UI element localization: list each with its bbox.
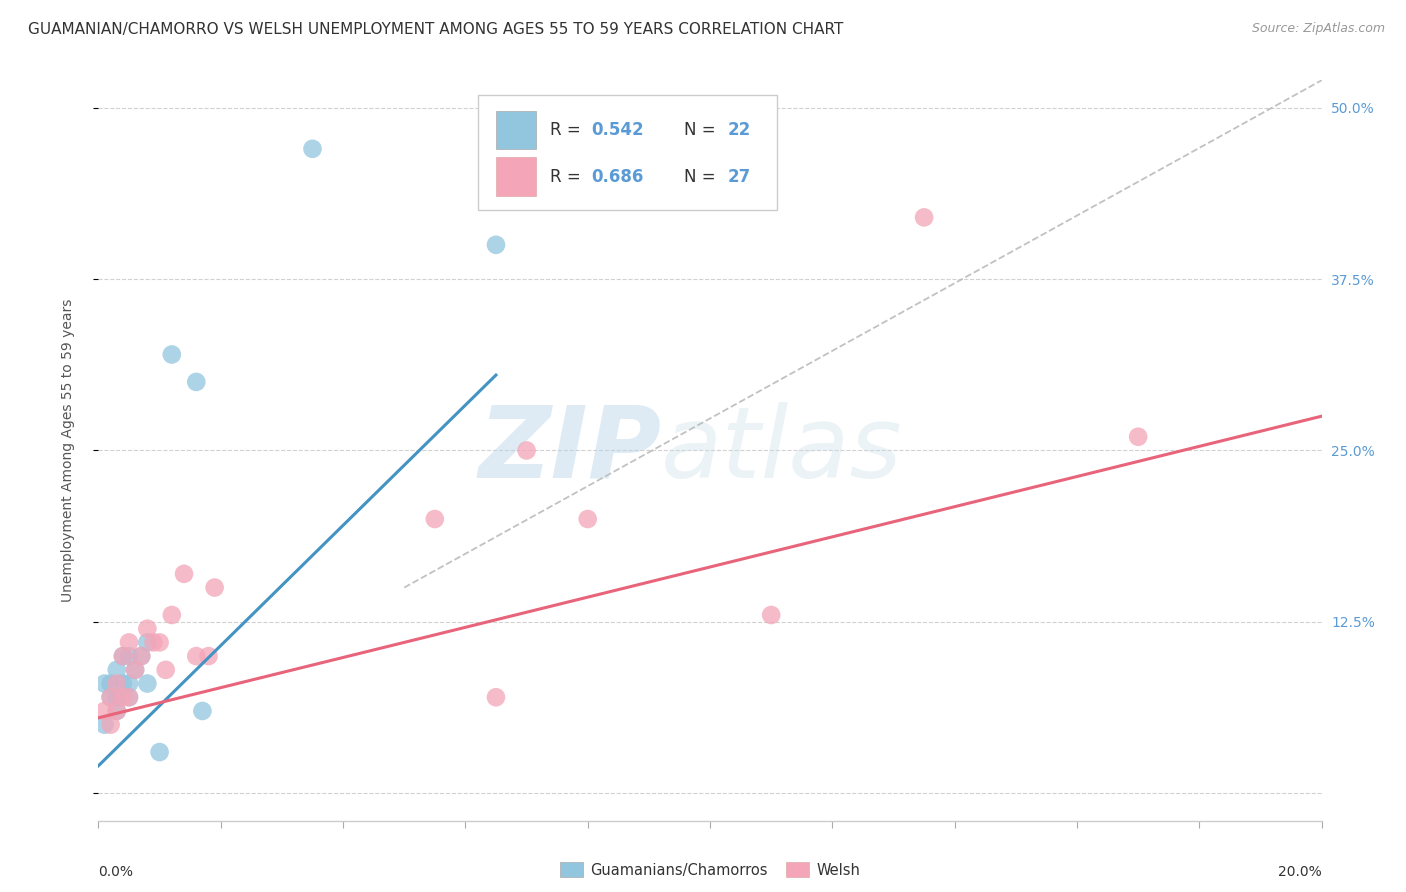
Text: 0.686: 0.686 — [592, 168, 644, 186]
Point — [105, 663, 128, 677]
Point — [93, 676, 115, 690]
Point — [204, 581, 226, 595]
Point — [105, 676, 128, 690]
Text: ZIP: ZIP — [478, 402, 661, 499]
Point — [516, 443, 538, 458]
Point — [191, 704, 214, 718]
Point — [100, 690, 122, 705]
Point — [118, 690, 141, 705]
Point — [129, 649, 152, 664]
Point — [136, 622, 159, 636]
Point — [105, 690, 128, 705]
Text: N =: N = — [685, 121, 721, 139]
Point — [124, 663, 146, 677]
Point — [186, 649, 208, 664]
Point — [105, 704, 128, 718]
Point — [93, 717, 115, 731]
Point — [301, 142, 323, 156]
Point — [118, 676, 141, 690]
Point — [759, 607, 782, 622]
FancyBboxPatch shape — [496, 157, 536, 195]
Point — [100, 676, 122, 690]
Point — [118, 649, 141, 664]
Legend: Guamanians/Chamorros, Welsh: Guamanians/Chamorros, Welsh — [554, 856, 866, 884]
Text: atlas: atlas — [661, 402, 903, 499]
Point — [124, 663, 146, 677]
Y-axis label: Unemployment Among Ages 55 to 59 years: Unemployment Among Ages 55 to 59 years — [60, 299, 75, 602]
Point — [100, 717, 122, 731]
Text: R =: R = — [550, 121, 586, 139]
Point — [136, 676, 159, 690]
Point — [142, 635, 165, 649]
FancyBboxPatch shape — [496, 111, 536, 149]
Point — [576, 512, 599, 526]
Point — [149, 745, 172, 759]
Point — [485, 237, 508, 252]
Point — [111, 649, 134, 664]
Text: N =: N = — [685, 168, 721, 186]
Text: GUAMANIAN/CHAMORRO VS WELSH UNEMPLOYMENT AMONG AGES 55 TO 59 YEARS CORRELATION C: GUAMANIAN/CHAMORRO VS WELSH UNEMPLOYMENT… — [28, 22, 844, 37]
Point — [129, 649, 152, 664]
Point — [485, 690, 508, 705]
Text: Source: ZipAtlas.com: Source: ZipAtlas.com — [1251, 22, 1385, 36]
Point — [173, 566, 195, 581]
Text: 0.0%: 0.0% — [98, 865, 134, 879]
Point — [100, 690, 122, 705]
Point — [111, 676, 134, 690]
Point — [93, 704, 115, 718]
Point — [149, 635, 172, 649]
Point — [111, 649, 134, 664]
Point — [423, 512, 446, 526]
Point — [118, 635, 141, 649]
Point — [118, 690, 141, 705]
Point — [155, 663, 177, 677]
Text: 22: 22 — [727, 121, 751, 139]
Text: 27: 27 — [727, 168, 751, 186]
Text: 20.0%: 20.0% — [1278, 865, 1322, 879]
Point — [912, 211, 935, 225]
Point — [160, 607, 183, 622]
Text: 0.542: 0.542 — [592, 121, 644, 139]
Text: R =: R = — [550, 168, 586, 186]
Point — [105, 704, 128, 718]
Point — [111, 690, 134, 705]
Point — [1128, 430, 1150, 444]
FancyBboxPatch shape — [478, 95, 778, 210]
Point — [136, 635, 159, 649]
Point — [197, 649, 219, 664]
Point — [186, 375, 208, 389]
Point — [160, 347, 183, 361]
